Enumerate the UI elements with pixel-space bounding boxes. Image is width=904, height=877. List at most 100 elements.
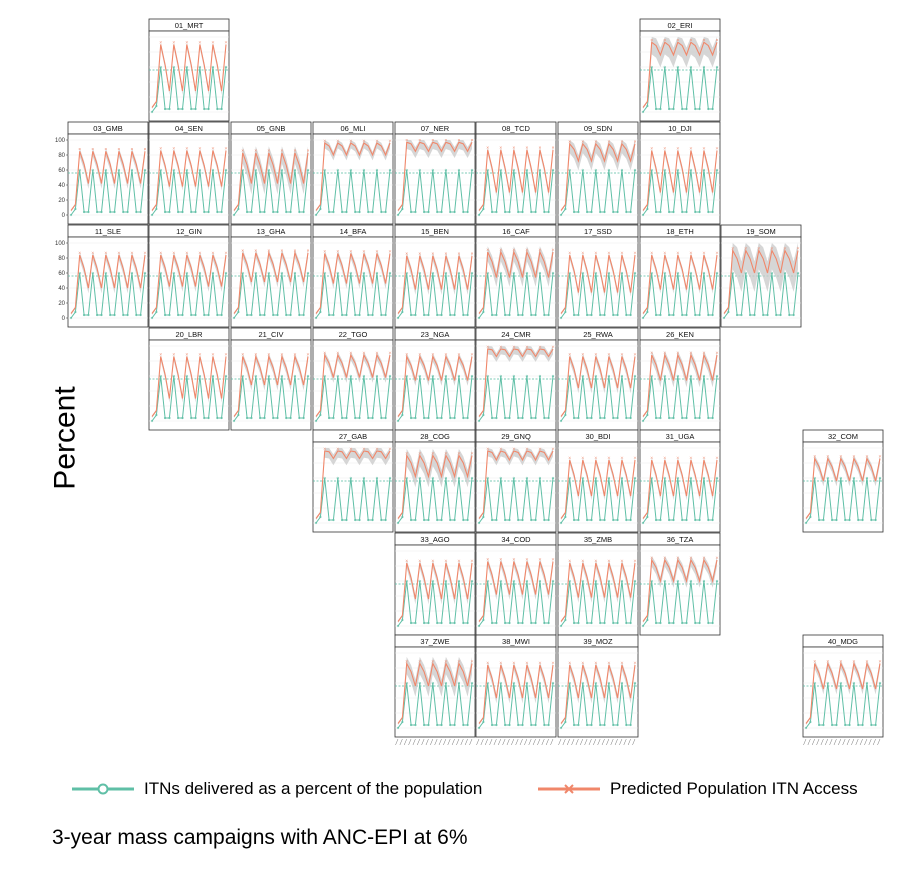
access-point [336,139,339,142]
itn-point [633,579,637,583]
x-tick-mark [632,738,636,746]
access-point [349,351,353,354]
access-point [607,140,611,143]
access-point [607,251,611,254]
itn-point [581,374,584,378]
x-tick-mark [515,738,519,746]
itn-point [581,579,584,583]
itn-point [176,416,180,420]
itn-point [654,621,658,625]
itn-point [336,476,339,480]
itn-point [172,374,175,378]
access-series-line [642,150,718,211]
itn-point [332,416,335,420]
access-point [744,247,747,250]
facet-label: 23_NGA [421,330,450,339]
itn-point [486,374,489,378]
access-point [130,251,134,254]
itn-point [358,313,361,317]
itn-point [466,518,469,522]
itn-point [220,107,223,111]
facet-panel [148,339,230,431]
access-point [676,251,680,254]
itn-point [878,476,882,480]
legend-item-itn: ITNs delivered as a percent of the popul… [70,776,482,802]
itn-point [345,313,348,317]
itn-point [625,621,628,625]
itn-series-line [397,682,473,729]
access-interval-band [316,140,390,212]
access-interval-band [806,660,880,725]
itn-point [87,313,90,317]
access-interval-band [71,147,145,212]
itn-point [198,271,202,275]
itn-point [694,107,697,111]
itn-point [254,374,257,378]
itn-point [543,210,546,214]
access-point [159,41,162,44]
itn-point [521,518,524,522]
access-interval-band [479,661,553,725]
itn-point [559,419,563,423]
itn-series-line [560,682,636,729]
x-tick-mark [601,738,605,746]
itn-point [659,210,662,214]
itn-point [109,313,112,317]
access-interval-band [398,656,472,725]
itn-point [113,210,116,214]
access-interval-band [561,661,635,725]
itn-point [508,210,511,214]
access-point [306,149,310,152]
itn-point [250,210,253,214]
itn-point [641,624,645,628]
itn-point [405,579,408,583]
itn-point [594,681,597,685]
facet-40_mdg: 40_MDG [802,634,884,746]
x-tick-mark [464,738,468,746]
itn-point [470,579,474,583]
itn-point [185,374,188,378]
itn-point [702,476,706,480]
itn-point [629,416,632,420]
access-point [568,456,571,459]
itn-point [564,310,567,314]
itn-point [69,213,73,217]
itn-point [254,168,257,172]
itn-point [503,518,507,522]
itn-point [181,210,184,214]
itn-series-line [642,66,718,113]
itn-point [245,313,249,317]
access-point [457,138,461,142]
itn-point [646,515,649,519]
access-point [185,251,189,254]
itn-point [198,65,202,69]
itn-point [625,723,628,727]
itn-point [375,168,379,172]
itn-point [817,518,821,522]
access-point [770,247,774,250]
itn-point [650,65,653,69]
itn-point [354,518,357,522]
itn-point [499,271,502,275]
itn-point [440,416,443,420]
itn-point [698,210,701,214]
itn-point [572,723,576,727]
itn-point [155,104,158,108]
access-point [715,556,719,559]
itn-point [414,210,417,214]
itn-point [581,168,584,172]
itn-point [874,723,877,727]
itn-point [453,210,456,214]
facet-label: 05_GNB [257,124,286,133]
facet-panel [148,236,230,328]
access-point [581,559,584,562]
facet-panel [557,236,639,328]
itn-point [530,723,533,727]
itn-point [503,621,507,625]
itn-point [702,65,706,69]
access-series-line [642,353,718,417]
access-interval-band [561,559,635,623]
access-point [676,38,680,42]
facet-panel [67,133,149,225]
y-tick-label: 80 [58,153,65,159]
